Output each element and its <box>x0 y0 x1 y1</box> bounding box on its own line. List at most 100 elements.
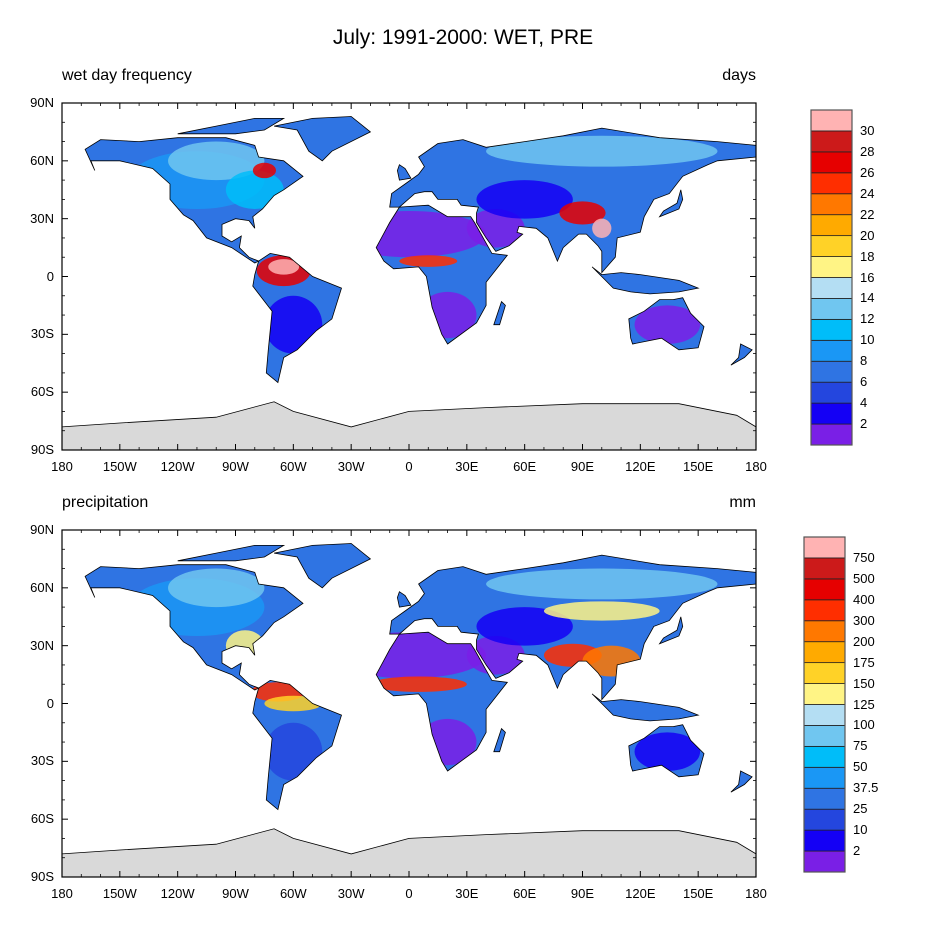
y-tick-label: 60S <box>30 811 54 827</box>
field-patch <box>634 732 701 771</box>
colorbar-1 <box>810 109 853 446</box>
colorbar-swatch <box>803 808 846 831</box>
colorbar-swatch <box>810 339 853 362</box>
x-tick-label: 60E <box>513 459 537 474</box>
colorbar-label: 28 <box>860 143 875 159</box>
field-patch <box>466 636 525 675</box>
x-tick-label: 60E <box>513 886 537 901</box>
colorbar-swatch <box>803 745 846 768</box>
x-tick-label: 120E <box>625 459 656 474</box>
field-patch <box>418 718 477 766</box>
land-indonesia <box>592 266 699 294</box>
colorbar-swatch <box>803 536 846 559</box>
colorbar-label: 750 <box>853 549 875 565</box>
field-patch <box>268 259 300 275</box>
coastline-africa <box>375 631 509 772</box>
coastline-japan <box>658 616 684 645</box>
field-patch <box>264 295 323 354</box>
coastline-madagascar <box>493 300 506 326</box>
land-greenland <box>274 543 371 588</box>
colorbar-swatch <box>810 402 853 425</box>
colorbar-swatch <box>803 662 846 684</box>
colorbar-swatch <box>803 787 846 810</box>
colorbar-swatch <box>810 235 853 257</box>
colorbar-swatch <box>810 130 853 153</box>
colorbar-swatch <box>803 578 846 601</box>
y-tick-label: 0 <box>46 695 54 711</box>
x-tick-label: 180 <box>51 886 73 901</box>
colorbar-label: 4 <box>860 395 868 411</box>
x-tick-label: 150W <box>102 459 137 474</box>
coastline-greenland <box>274 116 372 162</box>
field-patch <box>486 135 718 167</box>
x-tick-label: 90E <box>570 886 595 901</box>
colorbar-label: 150 <box>853 675 875 691</box>
y-tick-label: 0 <box>46 268 54 284</box>
colorbar-swatch <box>803 704 846 726</box>
field-patch <box>331 210 487 258</box>
coastline-north-america <box>84 564 304 691</box>
colorbar-label: 200 <box>853 633 875 649</box>
field-patch <box>225 630 265 662</box>
colorbar-label: 10 <box>860 332 875 348</box>
x-tick-label: 30E <box>455 886 479 901</box>
y-tick-label: 30S <box>30 326 54 342</box>
land-great-britain <box>397 164 411 181</box>
colorbar-swatch <box>810 360 853 383</box>
colorbar-label: 400 <box>853 591 875 607</box>
x-tick-label: 150W <box>102 886 137 901</box>
x-tick-label: 120W <box>160 886 195 901</box>
x-tick-label: 180 <box>51 459 73 474</box>
land-arctic-islands <box>177 545 284 561</box>
y-tick-label: 30S <box>30 753 54 769</box>
field-patch <box>331 632 487 679</box>
colorbar-label: 12 <box>860 311 875 327</box>
land-great-britain <box>397 591 411 608</box>
colorbar-label: 500 <box>853 570 875 586</box>
colorbar-label: 2 <box>860 416 868 432</box>
coastline-africa <box>375 204 509 345</box>
field-patch <box>168 568 265 608</box>
colorbar-label: 25 <box>853 801 868 817</box>
colorbar-label: 125 <box>853 696 875 712</box>
land-arctic-islands <box>177 118 284 134</box>
field-patch <box>476 180 573 219</box>
colorbar-swatch <box>810 381 853 404</box>
colorbar-swatch <box>803 829 846 852</box>
colorbar-swatch <box>810 256 853 278</box>
coastline-great-britain <box>396 164 412 181</box>
colorbar-label: 6 <box>860 374 868 390</box>
colorbar-label: 14 <box>860 290 875 306</box>
colorbar-swatch <box>810 298 853 320</box>
x-tick-label: 90E <box>570 459 595 474</box>
x-tick-label: 0 <box>405 459 413 474</box>
x-tick-label: 150E <box>682 459 714 474</box>
coastline-indonesia <box>591 266 700 295</box>
coastline-australia <box>628 724 705 778</box>
antarctica <box>61 828 757 878</box>
field-patch <box>399 255 458 267</box>
colorbar-swatch <box>810 214 853 237</box>
colorbar-label: 50 <box>853 759 868 775</box>
colorbar-swatch <box>810 193 853 216</box>
land-greenland <box>274 116 371 161</box>
coastline-north-america <box>84 137 304 264</box>
colorbar-swatch <box>810 151 853 174</box>
panel-left-label: precipitation <box>62 494 149 511</box>
colorbar-swatch <box>810 109 853 132</box>
x-tick-label: 30W <box>337 459 365 474</box>
land-madagascar <box>493 728 506 752</box>
field-patch <box>225 170 284 210</box>
colorbar-label: 37.5 <box>853 780 879 796</box>
coastline-great-britain <box>396 591 412 608</box>
antarctica <box>61 401 757 451</box>
coastline-indonesia <box>591 693 700 722</box>
colorbar-label: 18 <box>860 248 875 264</box>
coastline-madagascar <box>493 727 506 753</box>
coastline-new-zealand <box>730 770 753 793</box>
x-tick-label: 60W <box>279 886 307 901</box>
colorbar-label: 20 <box>860 227 875 243</box>
land-madagascar <box>493 301 506 325</box>
coastline-eurasia <box>389 554 757 701</box>
